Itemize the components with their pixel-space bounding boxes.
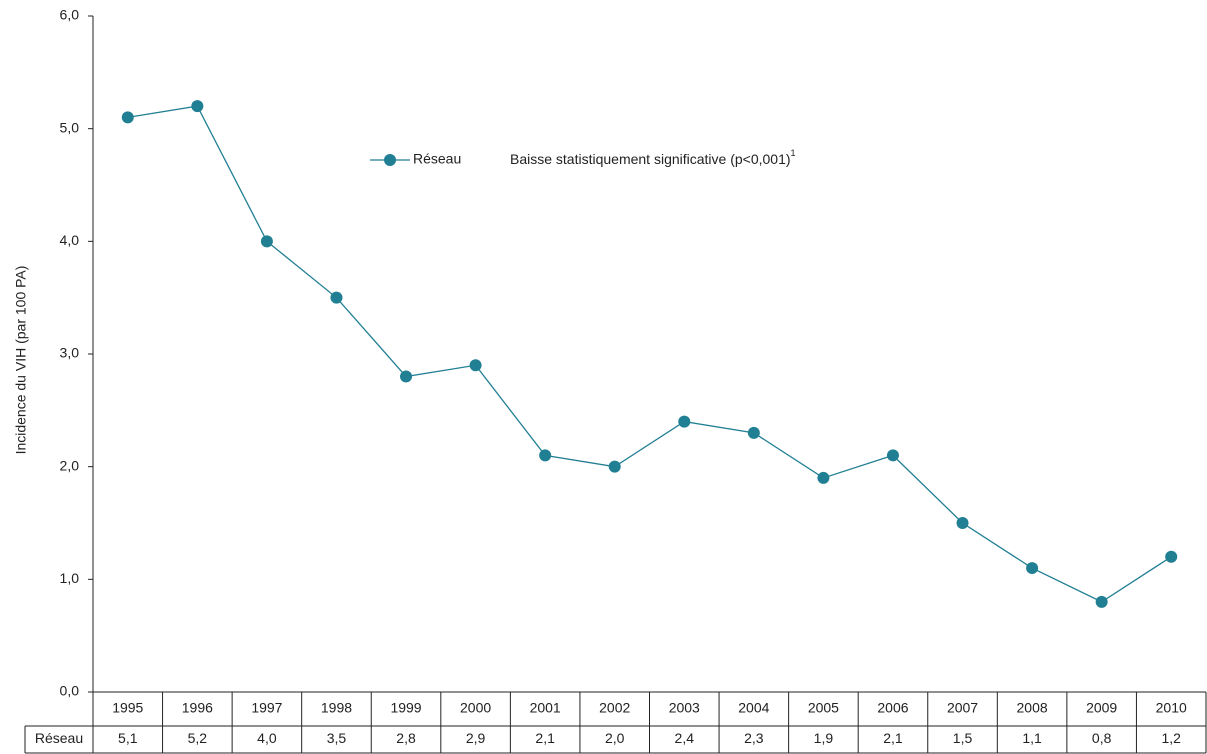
point [608, 460, 621, 473]
point [400, 370, 413, 383]
table-row-label: Réseau [35, 730, 83, 746]
table-value: 2,1 [883, 730, 903, 746]
x-tick-label: 2002 [599, 700, 630, 716]
series-line [127, 105, 1172, 603]
table-value: 5,2 [188, 730, 208, 746]
table-value: 0,8 [1092, 730, 1112, 746]
annotation-sup: 1 [791, 148, 796, 158]
point [956, 517, 969, 529]
point [817, 471, 830, 484]
point [886, 449, 899, 462]
y-tick-label: 0,0 [60, 683, 80, 699]
point [539, 449, 552, 462]
point [1165, 550, 1178, 563]
table-value: 2,0 [605, 730, 625, 746]
x-tick-label: 2004 [738, 700, 769, 716]
x-tick-label: 1998 [321, 700, 352, 716]
x-tick-label: 2008 [1017, 700, 1048, 716]
table-value: 2,4 [675, 730, 695, 746]
point [191, 100, 204, 113]
y-tick-label: 6,0 [60, 7, 80, 23]
y-tick-label: 5,0 [60, 119, 80, 135]
x-tick-label: 1996 [182, 700, 213, 716]
y-tick-label: 1,0 [60, 570, 80, 586]
table-value: 1,2 [1161, 730, 1181, 746]
point [260, 235, 273, 248]
table-value: 5,1 [118, 730, 138, 746]
point [1095, 595, 1108, 608]
table-value: 1,9 [814, 730, 834, 746]
table-value: 4,0 [257, 730, 277, 746]
x-tick-label: 2010 [1156, 700, 1187, 716]
point [747, 426, 760, 439]
table-value: 2,9 [466, 730, 486, 746]
x-tick-label: 1997 [251, 700, 282, 716]
y-tick-label: 3,0 [60, 345, 80, 361]
table-value: 1,5 [953, 730, 973, 746]
x-tick-label: 1999 [390, 700, 421, 716]
x-tick-label: 2009 [1086, 700, 1117, 716]
y-tick-label: 2,0 [60, 457, 80, 473]
table-value: 2,8 [396, 730, 416, 746]
x-tick-label: 2003 [669, 700, 700, 716]
table-value: 2,3 [744, 730, 764, 746]
legend-label: Réseau [413, 151, 461, 167]
point [330, 291, 343, 304]
x-tick-label: 2005 [808, 700, 839, 716]
point [469, 359, 482, 372]
x-tick-label: 2001 [530, 700, 561, 716]
point [1026, 562, 1039, 575]
legend-marker [384, 154, 396, 166]
x-tick-label: 1995 [112, 700, 143, 716]
y-axis-label: Incidence du VIH (par 100 PA) [13, 266, 29, 455]
point [121, 111, 134, 124]
x-tick-label: 2006 [877, 700, 908, 716]
point [678, 415, 691, 428]
annotation-text: Baisse statistiquement significative (p<… [510, 151, 791, 167]
y-tick-label: 4,0 [60, 232, 80, 248]
annotation: Baisse statistiquement significative (p<… [510, 148, 796, 166]
table-value: 1,1 [1022, 730, 1042, 746]
table-value: 2,1 [535, 730, 555, 746]
x-tick-label: 2007 [947, 700, 978, 716]
table-value: 3,5 [327, 730, 347, 746]
x-tick-label: 2000 [460, 700, 491, 716]
